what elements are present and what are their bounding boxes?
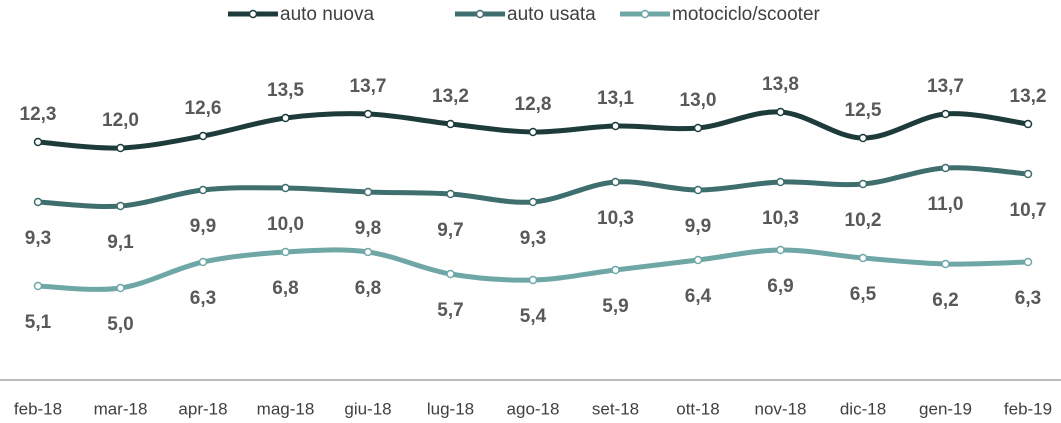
value-label: 9,3 bbox=[25, 228, 51, 249]
value-label: 9,9 bbox=[685, 216, 711, 237]
point bbox=[363, 187, 373, 197]
value-label: 10,0 bbox=[267, 214, 304, 235]
value-label: 5,1 bbox=[25, 312, 52, 333]
value-label: 11,0 bbox=[928, 194, 964, 215]
point bbox=[858, 133, 868, 143]
x-tick-label: gen-19 bbox=[919, 399, 972, 418]
value-label: 5,7 bbox=[437, 300, 463, 321]
value-label: 13,2 bbox=[1010, 86, 1047, 107]
point bbox=[363, 247, 373, 257]
value-label: 6,9 bbox=[767, 276, 793, 297]
point bbox=[446, 189, 455, 199]
point bbox=[611, 265, 620, 275]
point bbox=[33, 197, 43, 207]
point bbox=[776, 245, 785, 255]
point bbox=[198, 131, 208, 141]
x-tick-label: giu-18 bbox=[344, 399, 391, 418]
value-label: 12,0 bbox=[102, 110, 139, 131]
value-label: 5,4 bbox=[520, 306, 547, 327]
point bbox=[363, 109, 373, 119]
value-label: 13,8 bbox=[762, 74, 799, 95]
point bbox=[693, 255, 703, 265]
legend-label: auto nuova bbox=[280, 4, 374, 25]
point bbox=[776, 177, 785, 187]
value-label: 10,3 bbox=[597, 208, 634, 229]
x-tick-label: feb-19 bbox=[1004, 399, 1052, 418]
point bbox=[33, 137, 43, 147]
x-tick-label: nov-18 bbox=[755, 399, 807, 418]
value-label: 12,3 bbox=[20, 104, 57, 125]
value-label: 10,2 bbox=[845, 210, 882, 231]
value-label: 13,1 bbox=[597, 88, 634, 109]
value-label: 9,7 bbox=[437, 220, 463, 241]
x-tick-label: feb-18 bbox=[14, 399, 62, 418]
value-label: 13,2 bbox=[432, 86, 469, 107]
value-label: 9,1 bbox=[107, 232, 134, 253]
x-tick-label: ott-18 bbox=[676, 399, 719, 418]
value-label: 10,7 bbox=[1010, 200, 1047, 221]
x-tick-label: mag-18 bbox=[257, 399, 315, 418]
point bbox=[116, 283, 125, 293]
value-label: 5,9 bbox=[602, 296, 628, 317]
legend-label: auto usata bbox=[507, 4, 596, 25]
point bbox=[611, 121, 620, 131]
value-label: 13,7 bbox=[927, 76, 964, 97]
legend-marker bbox=[475, 9, 485, 19]
point bbox=[693, 185, 703, 195]
point bbox=[941, 109, 950, 119]
point bbox=[281, 247, 290, 257]
value-label: 6,8 bbox=[355, 278, 381, 299]
value-label: 12,8 bbox=[515, 94, 552, 115]
value-label: 13,0 bbox=[680, 90, 717, 111]
value-label: 6,2 bbox=[932, 290, 958, 311]
value-label: 9,9 bbox=[190, 216, 216, 237]
point bbox=[1023, 119, 1033, 129]
value-label: 6,3 bbox=[1015, 288, 1041, 309]
value-label: 6,5 bbox=[850, 284, 877, 305]
value-label: 6,3 bbox=[190, 288, 216, 309]
point bbox=[198, 257, 208, 267]
value-label: 13,7 bbox=[350, 76, 387, 97]
point bbox=[528, 127, 538, 137]
x-tick-label: ago-18 bbox=[507, 399, 560, 418]
point bbox=[446, 119, 455, 129]
point bbox=[858, 179, 868, 189]
x-tick-label: lug-18 bbox=[427, 399, 474, 418]
point bbox=[198, 185, 208, 195]
point bbox=[611, 177, 620, 187]
value-label: 12,5 bbox=[845, 100, 882, 121]
point bbox=[1023, 169, 1033, 179]
point bbox=[941, 163, 950, 173]
point bbox=[941, 259, 950, 269]
x-tick-label: dic-18 bbox=[840, 399, 886, 418]
value-label: 6,8 bbox=[272, 278, 298, 299]
point bbox=[528, 275, 538, 285]
x-tick-label: set-18 bbox=[592, 399, 639, 418]
point bbox=[693, 123, 703, 133]
point bbox=[446, 269, 455, 279]
value-label: 9,3 bbox=[520, 228, 546, 249]
legend-marker bbox=[248, 9, 258, 19]
x-tick-label: apr-18 bbox=[178, 399, 227, 418]
x-tick-label: mar-18 bbox=[94, 399, 148, 418]
legend-marker bbox=[640, 9, 650, 19]
value-label: 12,6 bbox=[185, 98, 222, 119]
point bbox=[776, 107, 785, 117]
value-label: 5,0 bbox=[107, 314, 133, 335]
value-label: 6,4 bbox=[685, 286, 712, 307]
point bbox=[281, 183, 290, 193]
point bbox=[33, 281, 43, 291]
point bbox=[116, 201, 125, 211]
value-label: 9,8 bbox=[355, 218, 381, 239]
point bbox=[858, 253, 868, 263]
point bbox=[116, 143, 125, 153]
value-label: 10,3 bbox=[762, 208, 799, 229]
point bbox=[1023, 257, 1033, 267]
point bbox=[281, 113, 290, 123]
legend-label: motociclo/scooter bbox=[672, 4, 821, 25]
point bbox=[528, 197, 538, 207]
value-label: 13,5 bbox=[267, 80, 304, 101]
